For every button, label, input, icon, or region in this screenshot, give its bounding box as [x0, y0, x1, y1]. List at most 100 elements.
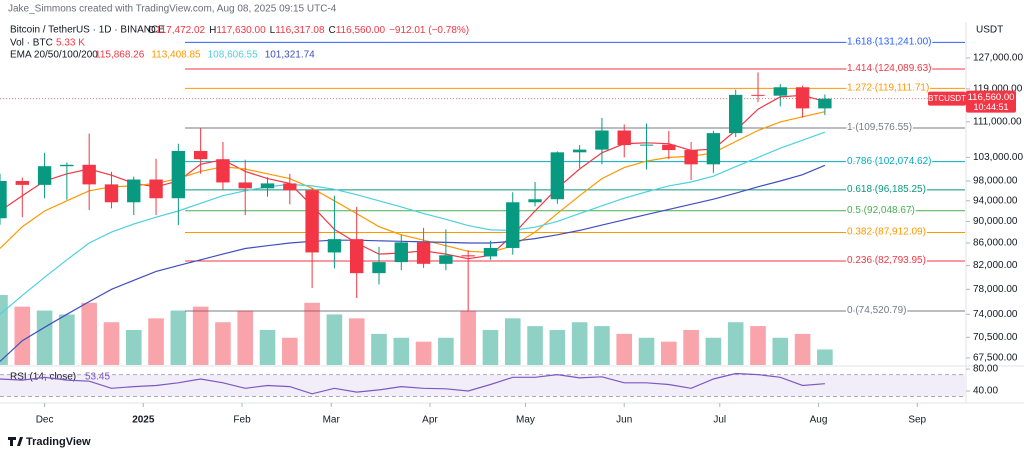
volume-bar	[259, 330, 276, 365]
tag-symbol: BTCUSDT	[928, 94, 966, 103]
currency: USDT	[976, 25, 1003, 36]
volume-bar	[438, 337, 454, 365]
x-tick-label: May	[516, 415, 535, 426]
tag-price: 116,560.00	[968, 92, 1015, 103]
candle-body	[394, 242, 408, 263]
candle-body	[684, 150, 698, 165]
x-tick-label: Jun	[616, 415, 632, 426]
x-tick-label: 2025	[132, 415, 155, 426]
fib-label: 0 (74,520.79)	[847, 305, 907, 316]
candle-body	[0, 180, 7, 219]
candle-body	[818, 98, 832, 109]
rsi-value: 53.45	[85, 372, 110, 383]
volume-bar	[794, 333, 811, 365]
candle-body	[149, 179, 163, 199]
candle-body	[506, 202, 520, 248]
fib-label: 0.618 (96,185.25)	[847, 184, 926, 195]
fib-label: 0.236 (82,793.95)	[847, 255, 926, 266]
candle-body	[483, 247, 498, 257]
candle-body	[795, 87, 810, 109]
ohlc-value: 117,472.02	[156, 25, 206, 36]
candle-body	[572, 149, 587, 153]
volume-bar	[371, 333, 387, 365]
candle-body	[60, 164, 74, 167]
candle-body	[773, 87, 787, 96]
y-tick-label: 90,000.00	[973, 216, 1018, 227]
volume-bar	[148, 318, 164, 365]
volume-bar	[282, 337, 298, 365]
volume-bar	[705, 337, 722, 365]
candle-body	[617, 130, 631, 146]
volume-bar	[415, 341, 432, 365]
candle-body	[305, 190, 319, 253]
volume-bar	[170, 310, 187, 365]
candle-body	[528, 199, 542, 203]
volume-bar	[460, 310, 476, 365]
volume-bar	[727, 322, 744, 365]
candle-body	[416, 242, 431, 264]
ohlc-value: 116,560.00	[336, 25, 386, 36]
rsi-tick-label: 80.00	[973, 364, 998, 375]
candle-body	[193, 150, 208, 160]
volume-bar	[594, 326, 610, 365]
candle-body	[350, 239, 364, 274]
candle-body	[82, 164, 96, 185]
candle-body	[751, 94, 765, 96]
volume-bar	[215, 322, 231, 365]
ohlc-key: C	[329, 25, 336, 36]
y-tick-label: 94,000.00	[973, 195, 1018, 206]
volume-bar	[683, 330, 699, 365]
y-tick-label: 82,000.00	[973, 260, 1018, 271]
candle-body	[729, 94, 743, 134]
volume-bar	[616, 333, 633, 365]
volume-bar	[304, 302, 320, 365]
candle-body	[327, 239, 342, 253]
rsi-line	[0, 372, 825, 395]
volume-bar	[81, 302, 97, 365]
volume-bar	[482, 330, 499, 365]
volume-label: Vol · BTC	[10, 38, 53, 49]
ohlc: O117,472.02 H117,630.00 L116,317.08 C116,56…	[148, 25, 469, 36]
volume-bar	[393, 337, 410, 365]
candle-body	[15, 180, 29, 185]
y-tick-label: 111,000.00	[973, 117, 1022, 128]
candle-body	[639, 144, 654, 146]
x-tick-label: Sep	[908, 415, 926, 426]
candle-body	[439, 255, 453, 264]
logo-mark	[8, 437, 23, 446]
ema-line	[0, 164, 826, 362]
y-tick-label: 98,000.00	[973, 176, 1018, 187]
volume-bar	[750, 326, 766, 365]
footer-brand: TradingView	[26, 436, 91, 448]
tag-symbol-box	[928, 91, 966, 106]
x-tick-label: Dec	[36, 415, 54, 426]
fib-label: 0.382 (87,912.09)	[847, 227, 926, 238]
volume-bar	[571, 322, 588, 365]
volume-bar	[772, 337, 789, 365]
volume-value: 5.33 K	[56, 38, 85, 49]
fib-label: 1.272 (119,111.71)	[847, 83, 929, 94]
candle-body	[461, 255, 475, 257]
y-tick-label: 74,000.00	[973, 309, 1018, 320]
y-tick-label: 103,000.00	[973, 152, 1023, 163]
x-tick-label: Feb	[233, 415, 251, 426]
y-tick-label: 70,500.00	[973, 332, 1018, 343]
candle-body	[595, 130, 609, 150]
fib-label: 0.786 (102,074.62)	[847, 156, 932, 167]
y-tick-label: 67,500.00	[973, 353, 1018, 364]
volume-bar	[14, 306, 31, 365]
ohlc-value: 116,317.08	[275, 25, 325, 36]
indicator-value: 108,606.55	[208, 50, 258, 61]
rsi-band	[0, 374, 965, 397]
volume-bar	[125, 330, 142, 365]
ohlc-key: L	[270, 25, 276, 36]
candle-body	[550, 152, 565, 200]
y-tick-label: 119,000.00	[973, 83, 1023, 94]
x-tick-label: Apr	[422, 415, 438, 426]
indicator-value: 101,321.74	[265, 50, 315, 61]
volume-bar	[103, 322, 120, 365]
candle-body	[216, 159, 230, 183]
candle-body	[662, 144, 676, 151]
candle-body	[238, 182, 252, 189]
ohlc-value: 117,630.00	[216, 25, 266, 36]
